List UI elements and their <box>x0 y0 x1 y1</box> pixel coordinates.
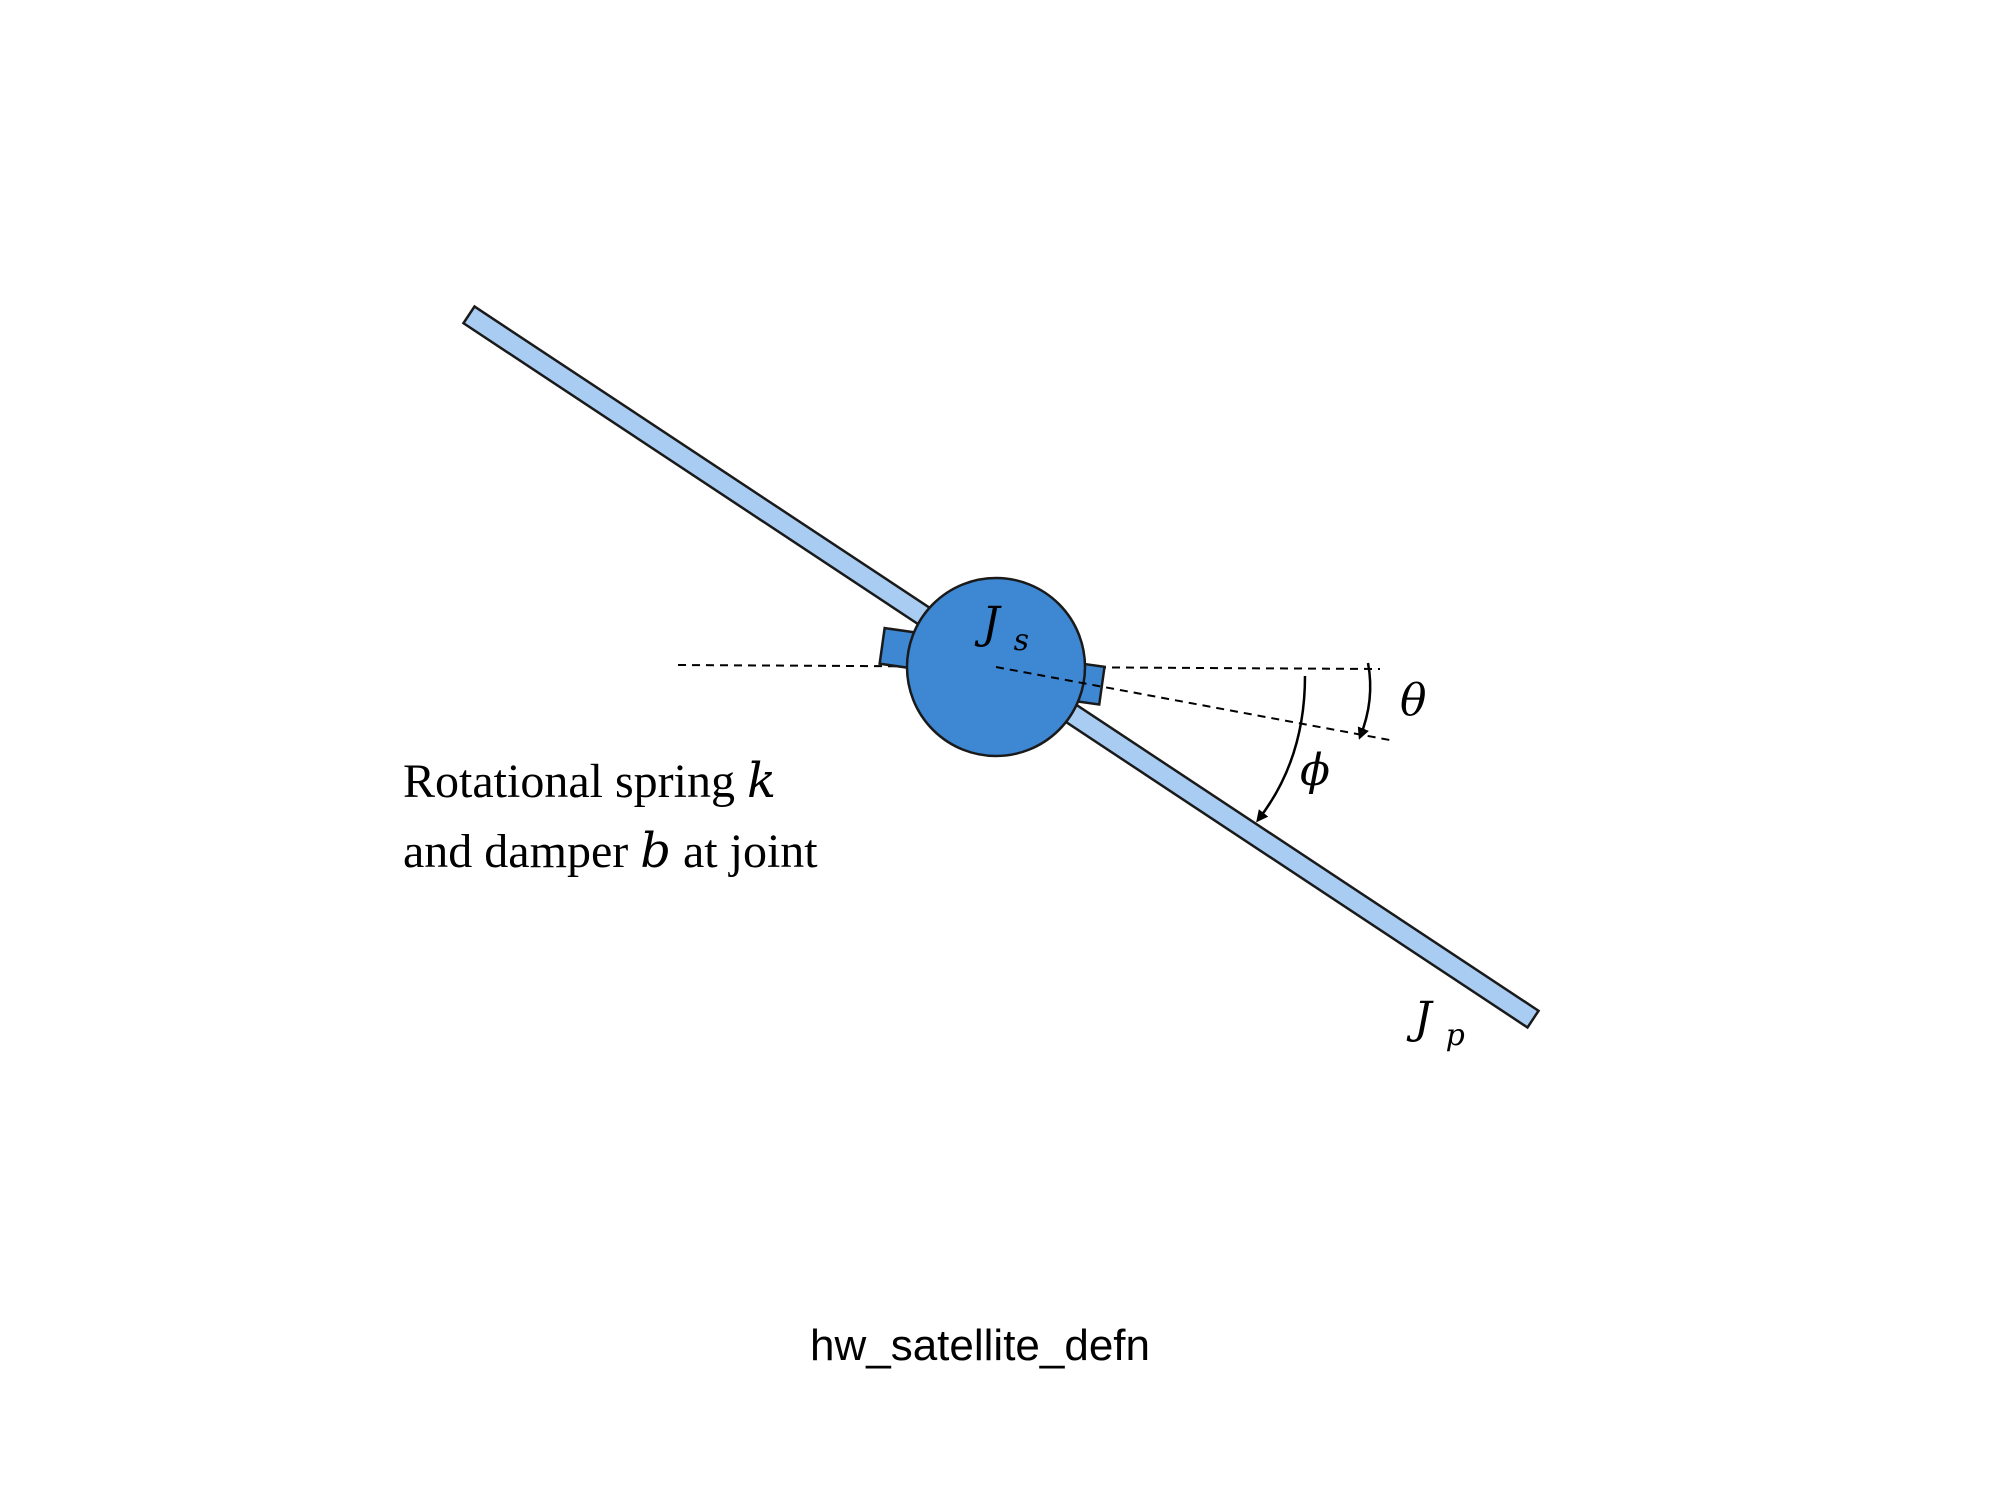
phi-label: ϕ <box>1300 745 1330 796</box>
body-axis-line <box>995 666 1396 742</box>
panel-inertia-symbol: J <box>1406 993 1434 1044</box>
theta-label: θ <box>1400 675 1427 726</box>
panel-inertia-subscript: p <box>1446 1018 1465 1053</box>
joint-description-line-1: Rotational spring k <box>403 753 776 809</box>
theta-arc-arrow <box>1357 662 1372 740</box>
damper-constant-symbol: b <box>640 823 671 879</box>
panel-inertia-label: J p <box>1406 993 1465 1053</box>
spring-constant-symbol: k <box>747 753 776 809</box>
joint-line-2-suffix: at joint <box>683 825 818 878</box>
phi-arc-arrow <box>1256 675 1307 823</box>
joint-description-line-2: and damper b at joint <box>403 823 818 879</box>
joint-line-1-prefix: Rotational spring <box>403 755 747 808</box>
figure-caption: hw_satellite_defn <box>810 1321 1150 1370</box>
satellite-inertia-subscript: s <box>1014 623 1029 658</box>
joint-line-2-prefix: and damper <box>403 825 640 878</box>
